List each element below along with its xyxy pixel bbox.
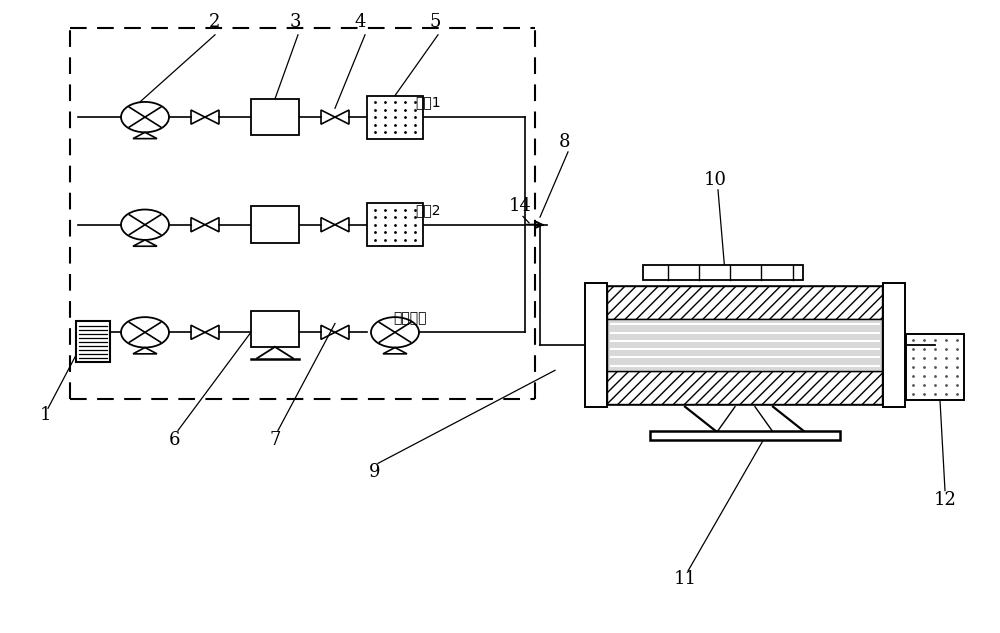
Text: 气体1: 气体1 xyxy=(415,96,441,110)
Bar xyxy=(906,334,964,401)
Text: 3: 3 xyxy=(289,13,301,31)
Bar xyxy=(76,322,110,362)
Text: 7: 7 xyxy=(269,431,281,449)
Text: 4: 4 xyxy=(354,13,366,31)
Text: 6: 6 xyxy=(169,431,181,449)
Bar xyxy=(650,430,840,439)
Text: 1: 1 xyxy=(39,406,51,423)
Text: 9: 9 xyxy=(369,463,381,480)
Text: 11: 11 xyxy=(674,570,696,588)
Text: 气体2: 气体2 xyxy=(415,203,440,217)
Bar xyxy=(883,284,905,406)
Bar xyxy=(251,206,299,243)
Bar xyxy=(607,286,882,404)
Bar xyxy=(251,99,299,135)
Text: 10: 10 xyxy=(704,172,726,189)
Bar xyxy=(585,284,607,406)
Text: 水或蒸汽: 水或蒸汽 xyxy=(393,311,426,325)
Bar xyxy=(607,319,882,370)
Bar xyxy=(607,370,882,404)
Text: 12: 12 xyxy=(934,491,956,509)
Bar xyxy=(607,286,882,319)
Bar xyxy=(367,203,423,246)
Bar xyxy=(251,311,299,347)
Text: 14: 14 xyxy=(509,197,531,215)
Text: 8: 8 xyxy=(559,134,571,151)
Text: 2: 2 xyxy=(209,13,221,31)
Bar xyxy=(367,96,423,139)
Bar xyxy=(642,265,802,280)
Text: 5: 5 xyxy=(429,13,441,31)
